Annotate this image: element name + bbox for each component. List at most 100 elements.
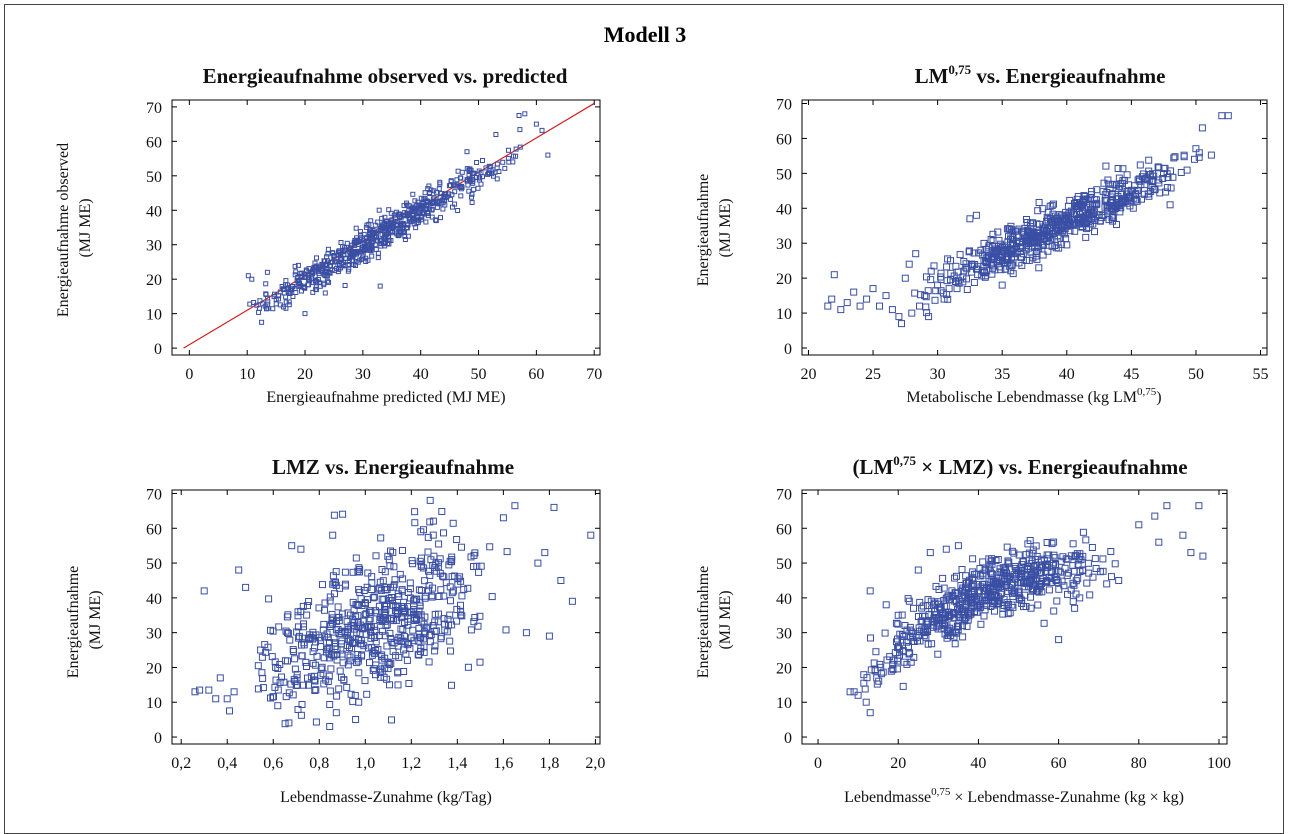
data-point bbox=[1056, 568, 1064, 576]
data-point bbox=[458, 592, 466, 600]
data-point bbox=[376, 207, 382, 213]
data-point bbox=[300, 641, 308, 649]
x-tick-label: 0 bbox=[185, 366, 193, 383]
data-point bbox=[862, 698, 870, 706]
data-point bbox=[400, 646, 408, 654]
data-point bbox=[235, 566, 243, 574]
data-point bbox=[435, 593, 443, 600]
data-point bbox=[1001, 242, 1008, 250]
data-point bbox=[363, 259, 369, 264]
data-point bbox=[442, 579, 450, 587]
data-point bbox=[1108, 205, 1116, 213]
data-point bbox=[992, 557, 1000, 565]
data-point bbox=[383, 227, 389, 233]
data-point bbox=[381, 235, 387, 241]
data-point bbox=[1009, 580, 1017, 588]
data-point bbox=[502, 165, 508, 171]
data-point bbox=[376, 669, 384, 676]
data-point bbox=[970, 249, 978, 257]
data-point bbox=[326, 279, 332, 285]
data-point bbox=[344, 240, 350, 246]
data-point bbox=[445, 621, 453, 629]
x-tick-label: 1,4 bbox=[447, 755, 467, 772]
data-point bbox=[336, 248, 342, 254]
data-point bbox=[378, 243, 384, 249]
data-point bbox=[349, 262, 355, 267]
x-axis-label-sup: 0,75 bbox=[1137, 386, 1157, 398]
data-point bbox=[1047, 578, 1055, 586]
data-point bbox=[405, 680, 413, 687]
data-point bbox=[828, 295, 836, 303]
data-point bbox=[264, 269, 270, 275]
data-point bbox=[333, 692, 341, 700]
data-point bbox=[934, 650, 942, 658]
data-point bbox=[1016, 565, 1024, 573]
data-point bbox=[895, 313, 903, 321]
data-point bbox=[1004, 601, 1012, 608]
data-point bbox=[212, 695, 220, 703]
data-point bbox=[1079, 528, 1087, 536]
data-point bbox=[316, 266, 322, 272]
data-point bbox=[370, 622, 378, 630]
data-point bbox=[1133, 197, 1141, 205]
data-point bbox=[274, 665, 282, 672]
data-point bbox=[249, 276, 255, 282]
data-point bbox=[361, 677, 369, 685]
data-point bbox=[276, 679, 284, 686]
data-point bbox=[1036, 561, 1044, 569]
data-point bbox=[1207, 151, 1215, 159]
data-point bbox=[330, 250, 336, 256]
data-point bbox=[981, 273, 989, 281]
data-point bbox=[905, 260, 913, 268]
data-point bbox=[891, 649, 899, 657]
data-point bbox=[925, 313, 933, 321]
data-point bbox=[824, 302, 832, 310]
data-point bbox=[304, 674, 311, 682]
data-point bbox=[977, 246, 985, 254]
data-point bbox=[369, 594, 377, 602]
x-tick-label: 70 bbox=[586, 366, 602, 383]
x-tick-label: 60 bbox=[528, 366, 544, 383]
data-point bbox=[1058, 577, 1066, 585]
data-point bbox=[216, 674, 224, 682]
data-point bbox=[418, 554, 425, 562]
data-point bbox=[955, 596, 963, 603]
data-point bbox=[298, 652, 306, 660]
data-point bbox=[1119, 165, 1127, 173]
data-point bbox=[400, 607, 408, 615]
data-point bbox=[366, 659, 373, 667]
data-point bbox=[442, 202, 448, 208]
data-point bbox=[309, 648, 317, 656]
data-point bbox=[275, 623, 283, 631]
data-point bbox=[389, 583, 397, 591]
data-point bbox=[980, 239, 988, 247]
y-axis-label-line-2: (MJ ME) bbox=[717, 198, 734, 257]
data-point bbox=[406, 579, 414, 587]
data-point bbox=[360, 642, 368, 650]
data-point bbox=[313, 652, 321, 660]
data-point bbox=[425, 658, 433, 666]
x-tick-label: 45 bbox=[1123, 366, 1139, 383]
data-point bbox=[335, 262, 341, 268]
data-point bbox=[362, 630, 370, 638]
data-point bbox=[465, 182, 471, 188]
data-point bbox=[418, 561, 426, 569]
data-point bbox=[263, 281, 269, 287]
data-point bbox=[911, 289, 919, 297]
data-point bbox=[258, 653, 266, 661]
data-point bbox=[963, 286, 971, 293]
data-point bbox=[309, 659, 317, 667]
x-tick-label: 55 bbox=[1253, 366, 1269, 383]
data-point bbox=[1074, 560, 1082, 568]
data-point bbox=[449, 192, 455, 198]
data-point bbox=[887, 667, 895, 675]
y-tick-label: 10 bbox=[776, 695, 792, 712]
data-point bbox=[985, 577, 993, 585]
data-point bbox=[1007, 229, 1015, 237]
data-point bbox=[284, 629, 292, 637]
data-point bbox=[916, 302, 923, 310]
data-point bbox=[380, 609, 388, 617]
data-point bbox=[469, 200, 475, 205]
data-point bbox=[1012, 571, 1020, 579]
data-point bbox=[1195, 153, 1203, 161]
